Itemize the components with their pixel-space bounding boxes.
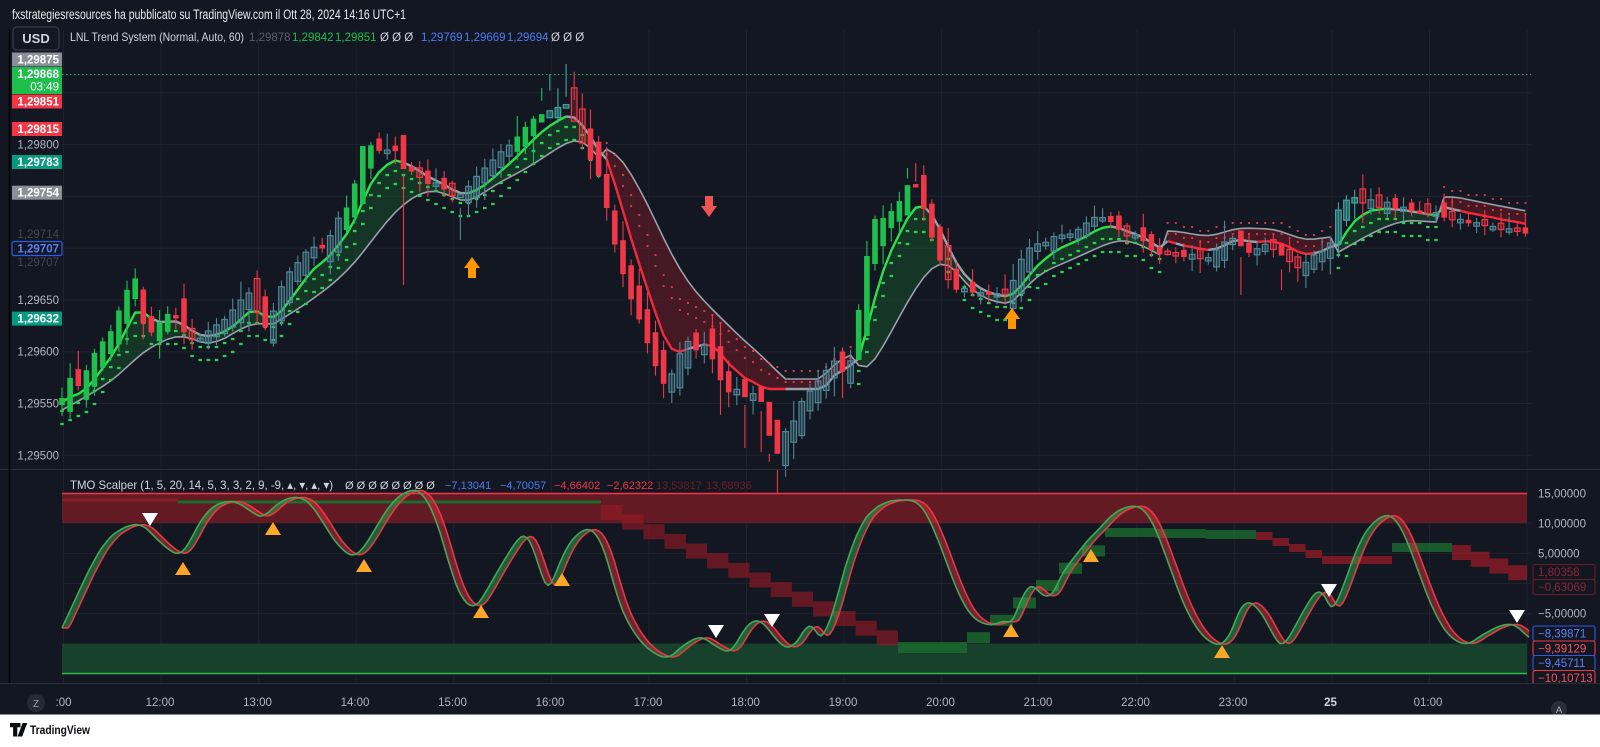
svg-text:1,29851: 1,29851: [335, 32, 377, 44]
svg-text:1,29783: 1,29783: [17, 157, 59, 169]
svg-text:1,29500: 1,29500: [17, 450, 59, 462]
svg-text:1,29714: 1,29714: [17, 229, 59, 241]
svg-text:5,00000: 5,00000: [1538, 548, 1580, 560]
svg-text:20:00: 20:00: [926, 697, 955, 709]
svg-text:Ø Ø Ø: Ø Ø Ø: [380, 32, 413, 44]
svg-text:1,29868: 1,29868: [17, 69, 59, 81]
svg-text:1,29550: 1,29550: [17, 399, 59, 411]
svg-text:1,29842: 1,29842: [292, 32, 334, 44]
svg-text:21:00: 21:00: [1024, 697, 1053, 709]
svg-text:13,68936: 13,68936: [706, 480, 752, 492]
svg-text:10,00000: 10,00000: [1538, 518, 1586, 530]
svg-text:1,29600: 1,29600: [17, 347, 59, 359]
svg-text:1,29769: 1,29769: [421, 32, 463, 44]
svg-text:−4,70057: −4,70057: [500, 480, 546, 492]
svg-text:−2,62322: −2,62322: [607, 480, 653, 492]
svg-text:14:00: 14:00: [341, 697, 370, 709]
svg-text:−4,66402: −4,66402: [554, 480, 600, 492]
svg-text:1,29707: 1,29707: [17, 257, 59, 269]
svg-text:1,29875: 1,29875: [17, 55, 59, 67]
svg-text:25: 25: [1324, 697, 1337, 709]
svg-text:LNL Trend System (Normal, Auto: LNL Trend System (Normal, Auto, 60): [70, 30, 244, 44]
svg-text:15:00: 15:00: [438, 697, 467, 709]
svg-text:A: A: [1556, 705, 1563, 716]
svg-text:Ø Ø Ø Ø Ø Ø Ø Ø: Ø Ø Ø Ø Ø Ø Ø Ø: [345, 480, 435, 492]
svg-text:TradingView: TradingView: [30, 723, 91, 737]
svg-text:1,29878: 1,29878: [249, 32, 291, 44]
svg-text:−10,10713: −10,10713: [1538, 673, 1593, 685]
svg-text:1,29650: 1,29650: [17, 295, 59, 307]
svg-text:−5,00000: −5,00000: [1538, 609, 1586, 621]
svg-text:1,29707: 1,29707: [17, 244, 59, 256]
svg-text:13:00: 13:00: [243, 697, 272, 709]
svg-text:−8,39871: −8,39871: [1538, 629, 1586, 641]
svg-text:TMO Scalper (1, 5, 20, 14, 5,: TMO Scalper (1, 5, 20, 14, 5, 3, 3, 2, 9…: [70, 478, 333, 492]
svg-text:−7,13041: −7,13041: [445, 480, 491, 492]
svg-text:−9,45711: −9,45711: [1538, 658, 1585, 670]
svg-text:18:00: 18:00: [731, 697, 760, 709]
svg-text:fxstrategiesresources ha pubbl: fxstrategiesresources ha pubblicato su T…: [12, 7, 406, 22]
svg-text:−9,39129: −9,39129: [1538, 644, 1586, 656]
svg-text:1,29851: 1,29851: [17, 97, 59, 109]
svg-text:1,29754: 1,29754: [17, 188, 59, 200]
svg-text:19:00: 19:00: [829, 697, 858, 709]
svg-text:16:00: 16:00: [536, 697, 565, 709]
svg-text:12:00: 12:00: [146, 697, 175, 709]
svg-text:15,00000: 15,00000: [1538, 489, 1586, 501]
svg-text:17:00: 17:00: [634, 697, 663, 709]
svg-text:13,53817: 13,53817: [656, 480, 702, 492]
svg-text:Ø Ø Ø: Ø Ø Ø: [551, 32, 584, 44]
svg-text:1,29815: 1,29815: [17, 124, 59, 136]
svg-text:−0,63069: −0,63069: [1538, 582, 1586, 594]
svg-text:1,29669: 1,29669: [464, 32, 506, 44]
svg-text:1,80358: 1,80358: [1538, 567, 1580, 579]
svg-text:22:00: 22:00: [1121, 697, 1150, 709]
svg-text:Z: Z: [33, 699, 39, 710]
svg-text:1,29800: 1,29800: [17, 140, 59, 152]
svg-text::00: :00: [56, 697, 72, 709]
svg-text:1,29694: 1,29694: [507, 32, 549, 44]
svg-text:03:49: 03:49: [30, 82, 59, 94]
svg-text:1,29632: 1,29632: [17, 314, 59, 326]
svg-text:01:00: 01:00: [1414, 697, 1443, 709]
svg-text:USD: USD: [22, 31, 49, 46]
svg-text:23:00: 23:00: [1219, 697, 1248, 709]
